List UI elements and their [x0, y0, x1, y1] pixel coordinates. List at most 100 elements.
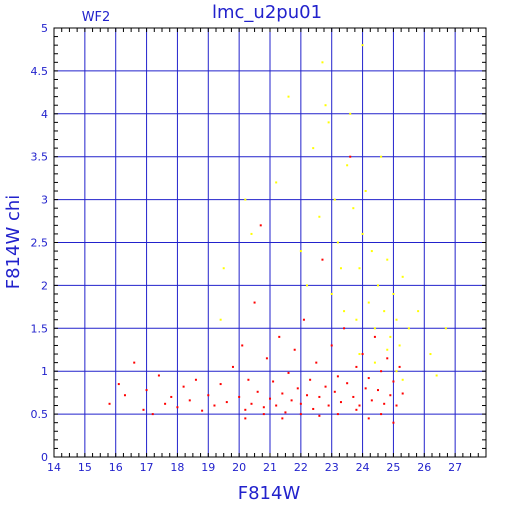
x-tick-label: 23 [325, 461, 339, 474]
y-tick-label: 0.5 [31, 408, 49, 421]
data-point [401, 378, 404, 381]
data-point [398, 344, 401, 347]
data-point [281, 392, 284, 395]
data-point [343, 327, 346, 330]
data-point [373, 335, 376, 338]
data-point [398, 365, 401, 368]
data-point [244, 198, 247, 201]
data-point [333, 198, 336, 201]
data-point [327, 121, 330, 124]
x-tick-label: 16 [109, 461, 123, 474]
data-point [284, 411, 287, 414]
data-point [429, 353, 432, 356]
data-point [395, 318, 398, 321]
data-point [392, 292, 395, 295]
data-point [395, 370, 398, 373]
y-tick-label: 2.5 [31, 237, 49, 250]
data-point [330, 344, 333, 347]
y-tick-label: 1.5 [31, 322, 49, 335]
data-point [262, 406, 265, 409]
data-point [324, 385, 327, 388]
data-point [287, 95, 290, 98]
data-point [380, 155, 383, 158]
data-point [164, 402, 167, 405]
data-point [318, 215, 321, 218]
data-point [213, 404, 216, 407]
data-point [265, 357, 268, 360]
x-tick-label: 22 [294, 461, 308, 474]
data-point [194, 378, 197, 381]
data-point [377, 284, 379, 287]
data-point [355, 365, 358, 368]
data-point [275, 181, 278, 184]
x-tick-label: 26 [417, 461, 431, 474]
data-point [281, 417, 284, 420]
y-axis-label: F814W chi [3, 195, 24, 290]
data-point [157, 374, 160, 377]
y-tick-label: 2 [41, 279, 48, 292]
data-point [336, 375, 339, 378]
data-point [361, 44, 364, 47]
x-tick-label: 25 [386, 461, 400, 474]
data-point [142, 408, 145, 411]
data-point [225, 401, 228, 404]
data-point [312, 147, 315, 150]
data-point [383, 402, 386, 405]
data-point [361, 353, 364, 356]
data-point [346, 382, 349, 385]
data-point [361, 232, 364, 235]
data-point [352, 395, 355, 398]
data-point [339, 401, 342, 404]
data-point [401, 392, 404, 395]
data-point [219, 318, 222, 321]
data-point [370, 250, 373, 253]
data-point [373, 361, 376, 364]
y-tick-labels: 0 0.5 1 1.5 2 2.5 3 3.5 4 4.5 5 [31, 22, 49, 464]
plot-frame [53, 27, 487, 458]
data-point [367, 301, 370, 304]
x-tick-labels: 14 15 16 17 18 19 20 21 22 23 24 25 26 27 [47, 461, 462, 474]
data-point [253, 301, 256, 304]
data-point [358, 353, 361, 356]
data-point [364, 190, 367, 193]
data-point [309, 378, 312, 381]
data-point [318, 414, 321, 417]
data-point [247, 378, 250, 381]
data-point [392, 380, 395, 383]
x-tick-label: 14 [47, 461, 61, 474]
data-point [380, 413, 383, 416]
y-tick-label: 5 [41, 22, 48, 35]
data-point [269, 397, 271, 400]
data-point [306, 284, 309, 287]
data-point [343, 310, 346, 313]
data-point [339, 267, 342, 270]
data-point [293, 348, 296, 351]
data-point [222, 267, 225, 270]
x-axis-label: F814W [238, 483, 301, 504]
grid-lines [53, 27, 487, 458]
data-point [296, 387, 299, 390]
y-tick-label: 4 [41, 108, 48, 121]
data-point [386, 357, 389, 360]
data-point [256, 390, 259, 393]
data-point [290, 399, 293, 402]
data-point [244, 408, 247, 411]
data-point [133, 361, 136, 364]
data-point [373, 327, 376, 330]
data-point [370, 399, 373, 402]
data-point [259, 224, 262, 227]
data-point [312, 407, 315, 410]
data-point [380, 370, 383, 373]
data-point [401, 275, 404, 278]
data-points [108, 44, 447, 424]
x-tick-label: 18 [170, 461, 184, 474]
data-point [389, 335, 392, 338]
data-point [336, 413, 339, 416]
data-point [299, 402, 302, 405]
data-point [315, 361, 318, 364]
data-point [407, 327, 410, 330]
data-point [299, 413, 302, 416]
data-point [358, 404, 361, 407]
data-point [145, 389, 148, 392]
